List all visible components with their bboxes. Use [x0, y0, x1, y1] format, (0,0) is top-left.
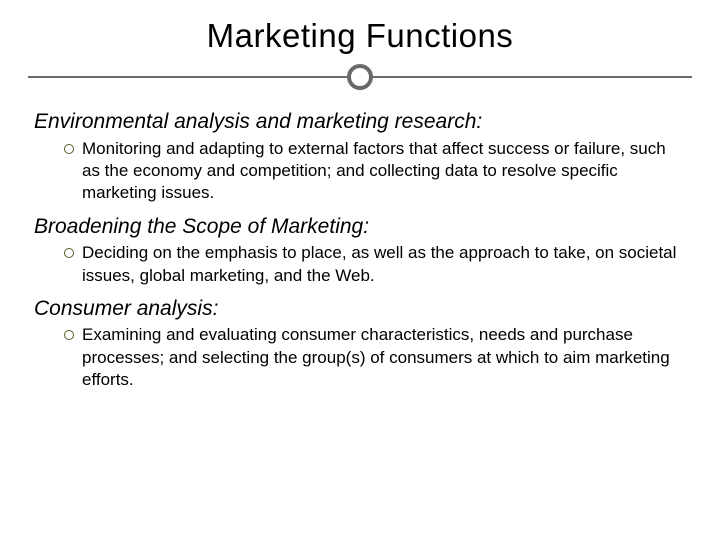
title-area: Marketing Functions: [28, 18, 692, 92]
section-heading: Environmental analysis and marketing res…: [34, 108, 686, 135]
section-heading: Broadening the Scope of Marketing:: [34, 213, 686, 240]
list-item: Monitoring and adapting to external fact…: [34, 138, 686, 205]
slide-title: Marketing Functions: [28, 18, 692, 60]
bullet-icon: [64, 144, 74, 154]
list-item: Examining and evaluating consumer charac…: [34, 324, 686, 391]
bullet-icon: [64, 248, 74, 258]
slide-content: Environmental analysis and marketing res…: [28, 92, 692, 391]
rule-ring-icon: [347, 64, 373, 90]
section-heading: Consumer analysis:: [34, 295, 686, 322]
bullet-icon: [64, 330, 74, 340]
list-item: Deciding on the emphasis to place, as we…: [34, 242, 686, 287]
title-underline: [28, 64, 692, 92]
slide: Marketing Functions Environmental analys…: [0, 0, 720, 540]
bullet-text: Monitoring and adapting to external fact…: [82, 138, 686, 205]
bullet-text: Deciding on the emphasis to place, as we…: [82, 242, 686, 287]
bullet-text: Examining and evaluating consumer charac…: [82, 324, 686, 391]
